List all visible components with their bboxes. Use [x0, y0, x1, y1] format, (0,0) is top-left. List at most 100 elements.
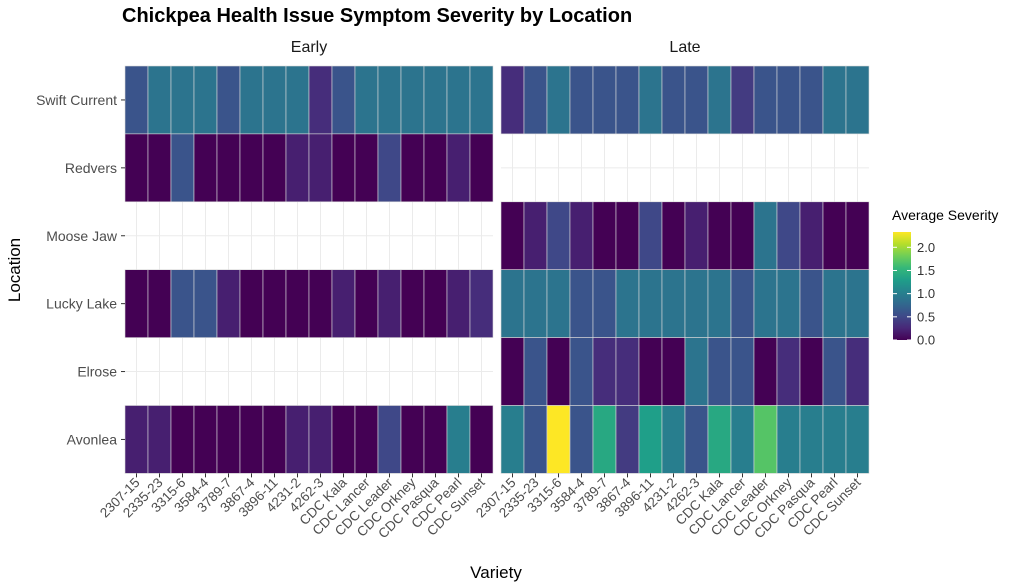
heatmap-tile	[423, 269, 448, 338]
facet-panel-late: Late2307-152335-233315-63584-43789-73867…	[473, 39, 870, 541]
heatmap-tile	[569, 65, 594, 135]
facet-panels: Early2307-152335-233315-63584-43789-7386…	[97, 39, 870, 541]
legend-colorbar	[893, 232, 911, 340]
heatmap-tile	[546, 65, 571, 135]
y-tick-label: Moose Jaw	[46, 228, 118, 244]
heatmap-tile	[730, 269, 755, 338]
heatmap-tile	[170, 133, 195, 203]
heatmap-tile	[638, 269, 663, 338]
heatmap-tile	[500, 337, 525, 406]
heatmap-tile	[592, 65, 617, 135]
heatmap-tile	[308, 405, 333, 474]
heatmap-tile	[170, 65, 195, 135]
heatmap-tile	[546, 405, 571, 474]
heatmap-tile	[262, 405, 287, 474]
heatmap-tile	[615, 269, 640, 338]
heatmap-tile	[569, 201, 594, 271]
heatmap-tile	[216, 65, 241, 135]
heatmap-tile	[308, 133, 333, 203]
heatmap-tile	[822, 337, 847, 406]
heatmap-tile	[193, 65, 218, 135]
heatmap-tile	[707, 201, 732, 271]
heatmap-tile	[523, 201, 548, 271]
heatmap-tile	[523, 405, 548, 474]
heatmap-tile	[423, 405, 448, 474]
heatmap-tile	[546, 269, 571, 338]
heatmap-tile	[661, 269, 686, 338]
heatmap-tile	[239, 405, 264, 474]
heatmap-tile	[331, 405, 356, 474]
heatmap-tile	[845, 201, 870, 271]
heatmap-tile	[845, 65, 870, 135]
x-axis-label: Variety	[470, 563, 522, 582]
heatmap-tile	[776, 269, 801, 338]
heatmap-tile	[147, 269, 172, 338]
heatmap-tile	[377, 133, 402, 203]
heatmap-tile	[546, 337, 571, 406]
heatmap-tile	[285, 269, 310, 338]
heatmap-tile	[546, 201, 571, 271]
heatmap-tile	[776, 337, 801, 406]
legend: Average Severity 0.0 0.5 1.0 1.5 2.0	[892, 207, 998, 348]
heatmap-tile	[170, 405, 195, 474]
heatmap-tile	[730, 65, 755, 135]
heatmap-tile	[354, 65, 379, 135]
heatmap-tile	[262, 269, 287, 338]
heatmap-tile	[331, 133, 356, 203]
heatmap-tile	[845, 337, 870, 406]
heatmap-tile	[239, 65, 264, 135]
heatmap-tile	[469, 133, 494, 203]
heatmap-tile	[216, 405, 241, 474]
heatmap-tile	[170, 269, 195, 338]
heatmap-tile	[615, 65, 640, 135]
heatmap-tile	[469, 269, 494, 338]
legend-tick-label: 2.0	[917, 240, 935, 255]
heatmap-tile	[615, 405, 640, 474]
heatmap-tile	[730, 201, 755, 271]
heatmap-tile	[776, 65, 801, 135]
heatmap-tile	[500, 65, 525, 135]
heatmap-tile	[730, 337, 755, 406]
heatmap-tile	[799, 201, 824, 271]
heatmap-tile	[638, 65, 663, 135]
heatmap-tile	[661, 405, 686, 474]
heatmap-tile	[423, 65, 448, 135]
heatmap-tile	[377, 65, 402, 135]
facet-panel-early: Early2307-152335-233315-63584-43789-7386…	[97, 39, 494, 541]
heatmap-tile	[569, 405, 594, 474]
chart-title: Chickpea Health Issue Symptom Severity b…	[122, 5, 632, 27]
legend-tick-label: 1.0	[917, 286, 935, 301]
heatmap-tile	[822, 201, 847, 271]
heatmap-tile	[569, 337, 594, 406]
heatmap-tile	[500, 201, 525, 271]
y-tick-label: Avonlea	[67, 431, 118, 447]
heatmap-tile	[469, 405, 494, 474]
heatmap-tile	[799, 65, 824, 135]
heatmap-tile	[262, 65, 287, 135]
heatmap-tile	[845, 405, 870, 474]
heatmap-tile	[822, 65, 847, 135]
heatmap-tile	[354, 405, 379, 474]
heatmap-tile	[753, 201, 778, 271]
heatmap-tile	[354, 133, 379, 203]
heatmap-tile	[661, 65, 686, 135]
heatmap-tile	[308, 65, 333, 135]
heatmap-tile	[753, 405, 778, 474]
heatmap-tile	[707, 337, 732, 406]
heatmap-tile	[845, 269, 870, 338]
heatmap-tile	[799, 269, 824, 338]
heatmap-tile	[822, 405, 847, 474]
heatmap-tile	[753, 269, 778, 338]
heatmap-tile	[469, 65, 494, 135]
heatmap-tile	[500, 269, 525, 338]
heatmap-tile	[423, 133, 448, 203]
heatmap-tile	[446, 405, 471, 474]
heatmap-tile	[638, 337, 663, 406]
heatmap-tile	[446, 133, 471, 203]
heatmap-tile	[400, 269, 425, 338]
heatmap-tile	[285, 133, 310, 203]
heatmap-tile	[124, 133, 149, 203]
y-tick-label: Redvers	[65, 160, 117, 176]
heatmap-tile	[216, 133, 241, 203]
